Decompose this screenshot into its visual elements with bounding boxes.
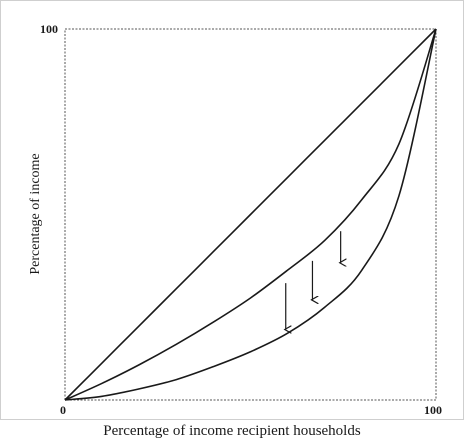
x-tick-label: 0 bbox=[60, 403, 66, 417]
series-line-3 bbox=[64, 28, 437, 401]
series-line-1 bbox=[64, 28, 437, 401]
series-layer bbox=[64, 28, 437, 401]
series-line-2 bbox=[64, 28, 437, 401]
x-tick-label: 100 bbox=[424, 403, 442, 417]
plot-area-frame bbox=[64, 28, 437, 401]
figure-frame bbox=[0, 0, 464, 420]
lorenz-curve-chart: 100 0 100 Percentage of income bbox=[28, 22, 442, 417]
y-tick-label: 100 bbox=[40, 22, 58, 36]
arrow-layer bbox=[286, 231, 341, 329]
x-axis-title: Percentage of income recipient household… bbox=[103, 423, 361, 439]
y-axis-title: Percentage of income bbox=[28, 153, 43, 274]
